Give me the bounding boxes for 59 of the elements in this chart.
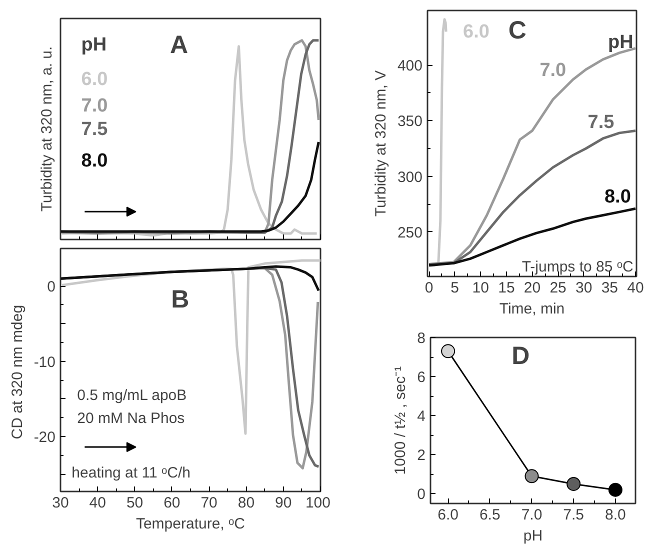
x-axis-title: Time, min [499, 300, 565, 318]
x-tick-label: 80 [238, 494, 255, 512]
x-tick-label: 15 [498, 280, 515, 296]
x-tick-label: 6.0 [438, 506, 459, 524]
text: 7.5 [81, 118, 108, 140]
annotation: 20 mM Na Phos [77, 410, 185, 428]
text: 8.0 [81, 150, 108, 172]
y-tick-label: 400 [397, 58, 423, 75]
x-tick-label: 70 [200, 494, 218, 512]
y-tick-label: 300 [397, 168, 423, 186]
series-label: 8.0 [604, 186, 631, 208]
x-tick-label: 20 [524, 280, 541, 296]
x-axis-title: pH [523, 528, 543, 544]
y-tick-label: -10 [34, 354, 56, 371]
x-tick-label: 30 [576, 280, 592, 296]
point [524, 469, 539, 484]
chart-title: A [170, 31, 188, 60]
series-label: 7.5 [588, 112, 615, 133]
chart-title: C [508, 16, 526, 44]
y-axis-title: 1000 / t½ , sec⁻¹ [392, 366, 410, 475]
y-axis-title: CD at 320 nm mdeg [8, 304, 26, 440]
x-tick-label: 30 [52, 494, 69, 512]
x-tick-label: 7.5 [563, 506, 584, 524]
y-tick-label: -20 [34, 429, 56, 446]
x-tick-label: 10 [472, 280, 489, 296]
y-tick-label: 4 [417, 408, 426, 426]
x-tick-label: 50 [126, 494, 144, 512]
x-axis-title: Temperature, ᵒC [136, 516, 246, 532]
point [441, 344, 456, 358]
line-series [60, 265, 320, 292]
x-tick-label: 6.5 [479, 506, 500, 524]
point [566, 476, 581, 491]
annotation: heating at 11 ᵒC/h [72, 464, 190, 482]
y-tick-label: 6 [417, 369, 426, 386]
x-tick-label: 40 [627, 280, 644, 296]
series-label: 7.0 [540, 60, 566, 82]
y-axis-title: Turbidity at 320 nm, V [372, 70, 390, 217]
annotation: T-jumps to 85 ᵒC [522, 258, 634, 276]
y-tick-label: 350 [397, 113, 423, 130]
legend-title: pH [608, 32, 634, 53]
chart-title: D [512, 342, 530, 370]
text: B [171, 286, 190, 314]
y-tick-label: 8 [417, 330, 426, 347]
point [608, 482, 622, 497]
x-tick-label: 40 [89, 494, 106, 512]
y-tick-label: 250 [397, 224, 423, 242]
x-tick-label: 35 [601, 280, 618, 296]
y-axis-title: Turbidity at 320 nm, a. u. [38, 46, 56, 212]
y-tick-label: 2 [417, 447, 426, 464]
x-tick-label: 60 [164, 494, 180, 512]
text: 7.0 [81, 96, 108, 117]
x-tick-label: 8.0 [604, 506, 626, 524]
x-tick-label: 5 [450, 280, 460, 296]
annotation: 0.5 mg/mL apoB [77, 387, 187, 404]
x-tick-label: 25 [550, 280, 566, 296]
x-tick-label: 100 [305, 494, 331, 512]
legend-title: pH [81, 34, 107, 56]
x-tick-label: 90 [275, 494, 292, 512]
x-tick-label: 7.0 [521, 506, 542, 524]
